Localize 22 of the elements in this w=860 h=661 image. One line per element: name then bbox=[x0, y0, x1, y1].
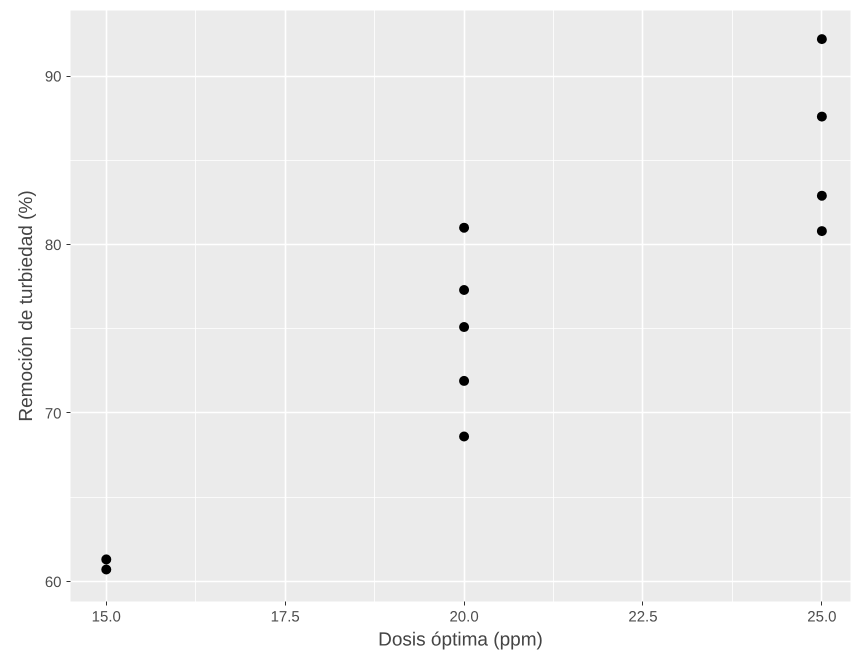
x-tick-label: 20.0 bbox=[449, 608, 479, 626]
x-tick-label: 22.5 bbox=[628, 608, 658, 626]
point bbox=[459, 222, 470, 233]
point bbox=[816, 34, 827, 44]
x-tick-label: 17.5 bbox=[270, 608, 300, 626]
x-tick-label: 25.0 bbox=[807, 608, 836, 626]
point bbox=[459, 322, 470, 332]
point bbox=[101, 564, 112, 574]
y-tick-label: 90 bbox=[44, 68, 62, 86]
point bbox=[459, 376, 470, 386]
point bbox=[459, 432, 470, 442]
x-tick-label: 15.0 bbox=[92, 608, 121, 626]
y-tick-label: 70 bbox=[44, 405, 62, 422]
y-tick-label: 60 bbox=[44, 574, 62, 591]
point bbox=[101, 554, 112, 564]
point bbox=[816, 112, 827, 122]
x-axis-title: Dosis óptima (ppm) bbox=[378, 630, 543, 650]
y-axis-title: Remoción de turbiedad (%) bbox=[16, 190, 37, 422]
point bbox=[816, 226, 827, 236]
point bbox=[816, 190, 827, 201]
y-tick-label: 80 bbox=[44, 237, 62, 254]
point bbox=[459, 285, 470, 295]
